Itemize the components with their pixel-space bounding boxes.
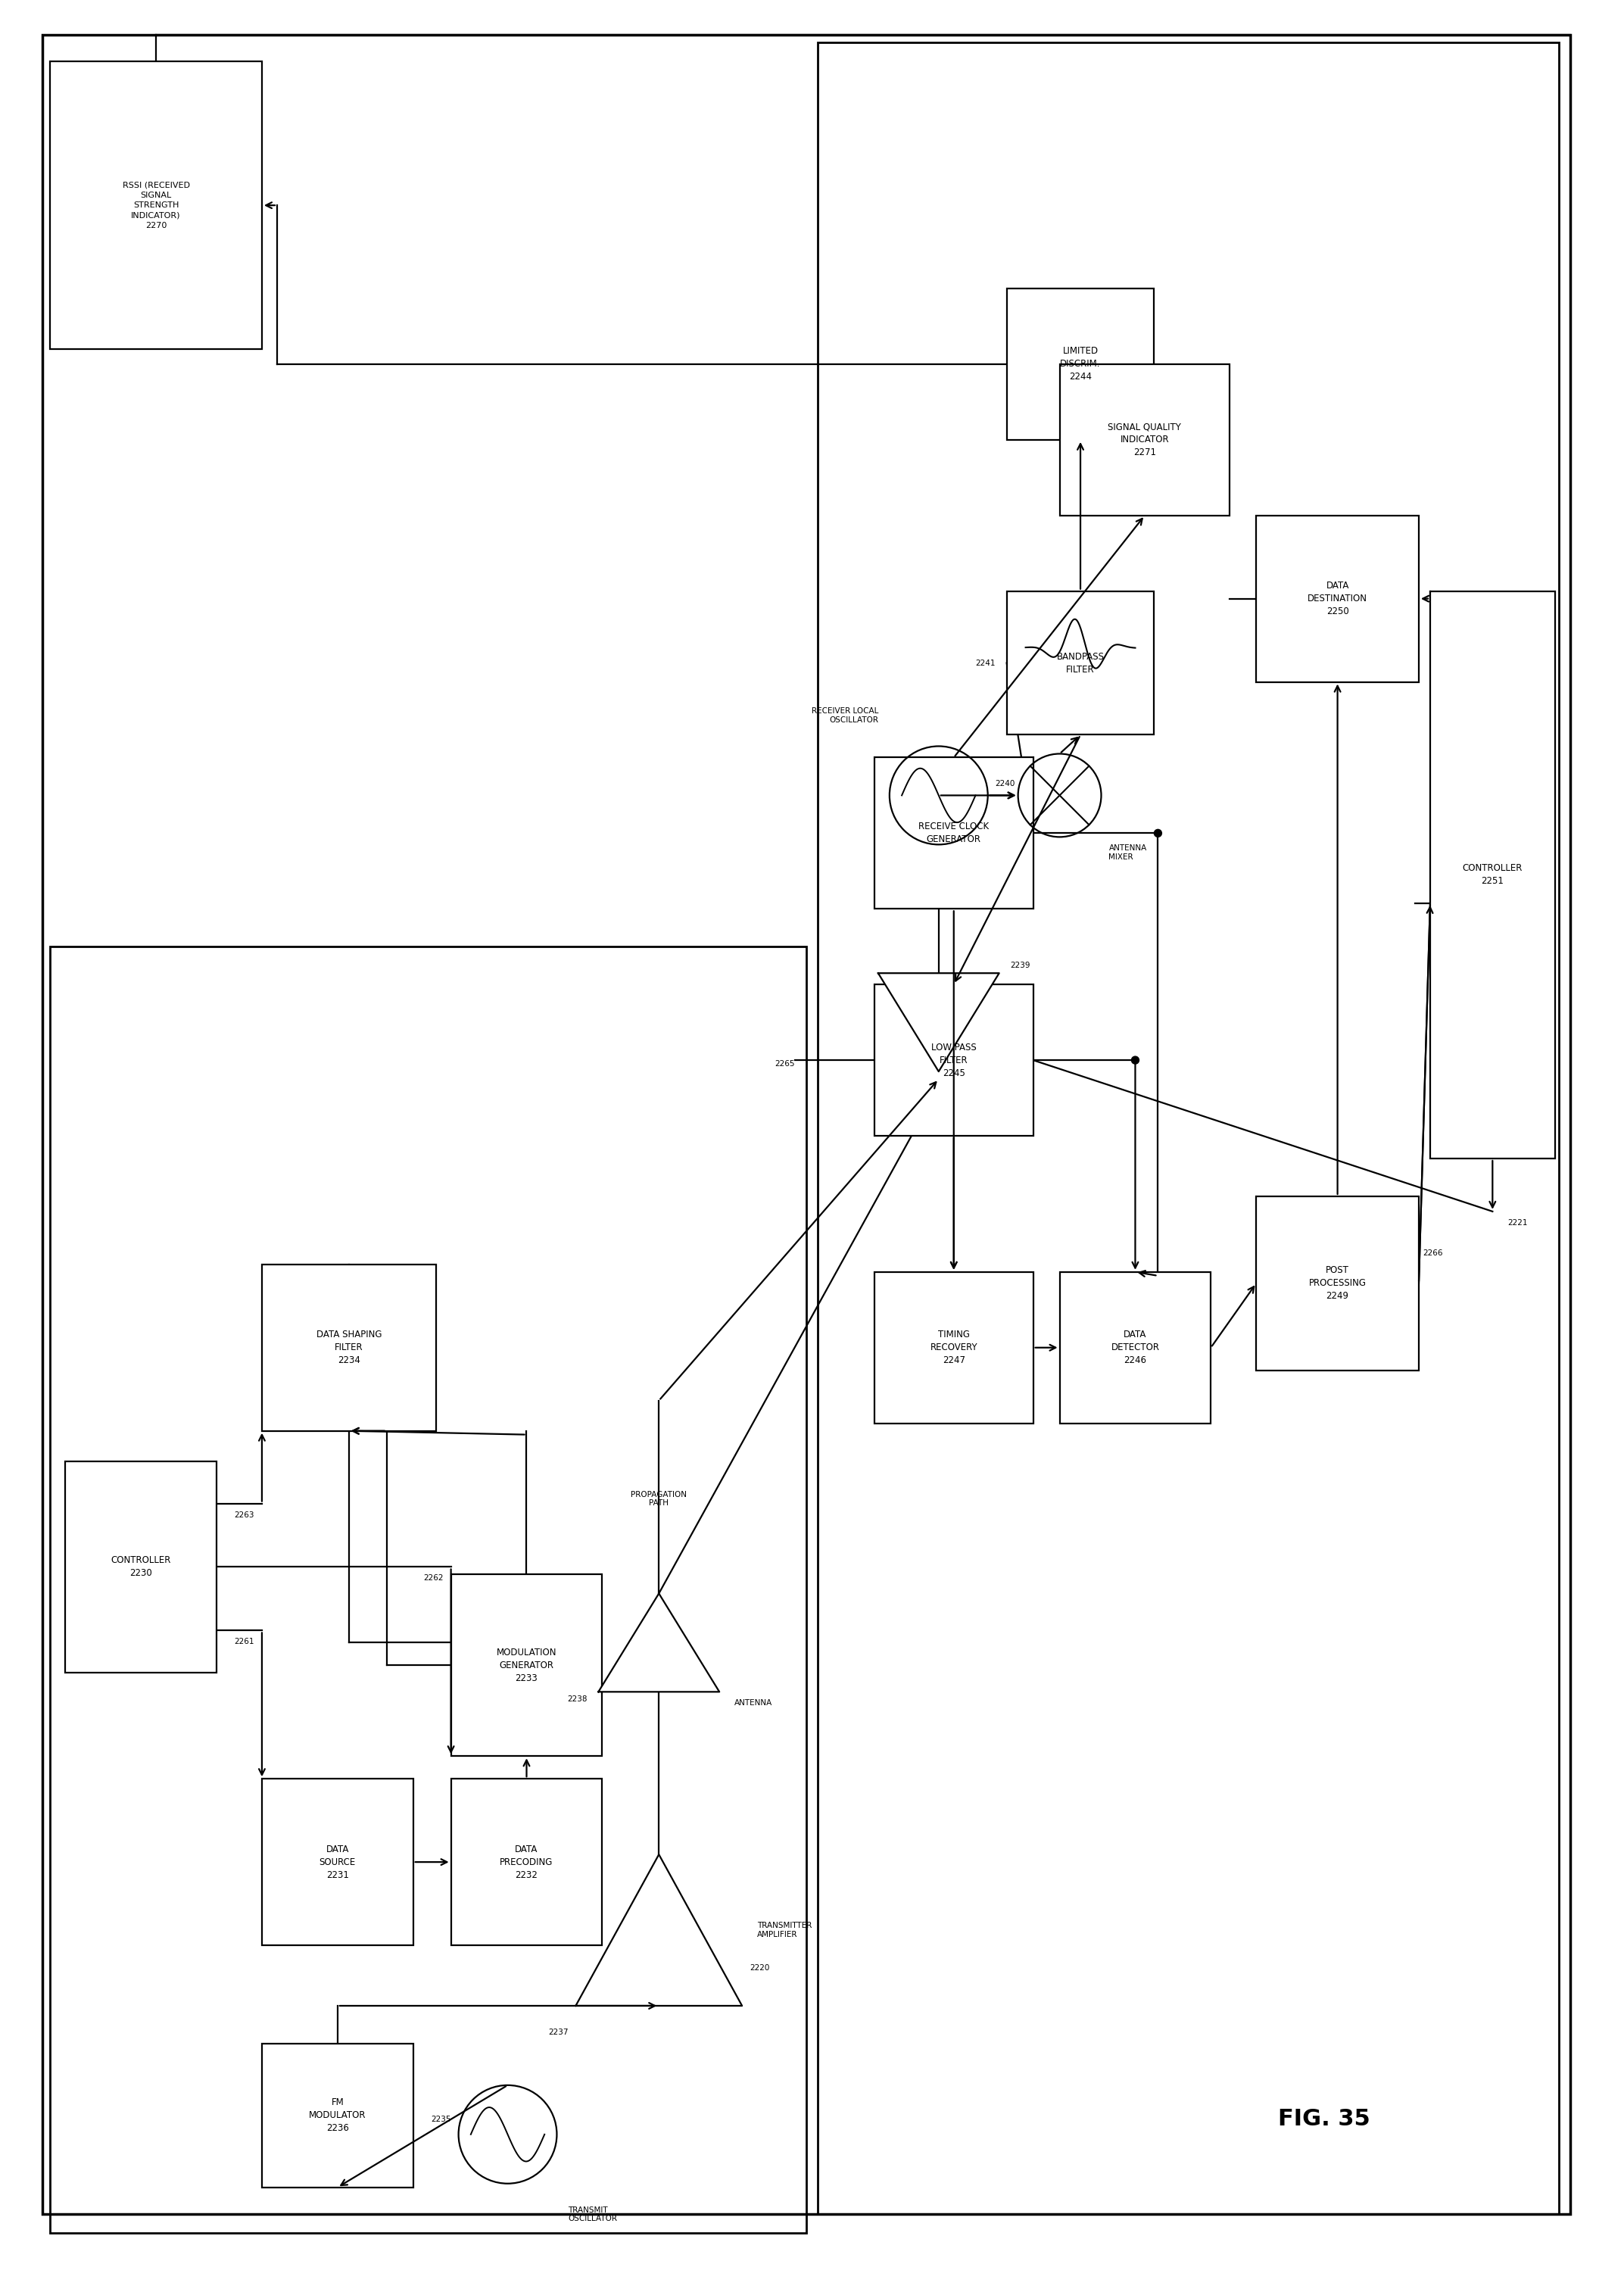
Text: LOW PASS
FILTER
2245: LOW PASS FILTER 2245 [931,1041,976,1078]
Text: 2235: 2235 [430,2115,451,2122]
Bar [1059,364,1229,515]
Bar [261,1779,412,1946]
Text: POST
PROCESSING
2249: POST PROCESSING 2249 [1309,1266,1366,1300]
Text: PROPAGATION
PATH: PROPAGATION PATH [630,1490,687,1506]
Text: 2239: 2239 [1010,961,1031,968]
Polygon shape [577,1854,742,2005]
Text: MODULATION
GENERATOR
2233: MODULATION GENERATOR 2233 [497,1648,557,1682]
Text: TRANSMIT
OSCILLATOR: TRANSMIT OSCILLATOR [568,2207,617,2223]
Text: LIMITED
DISCRIM.
2244: LIMITED DISCRIM. 2244 [1060,346,1101,382]
Text: TIMING
RECOVERY
2247: TIMING RECOVERY 2247 [931,1330,978,1367]
Text: 2237: 2237 [547,2028,568,2035]
Bar [874,984,1033,1135]
Bar [1257,1197,1419,1371]
Bar [50,948,807,2232]
Text: RSSI (RECEIVED
SIGNAL
STRENGTH
INDICATOR)
2270: RSSI (RECEIVED SIGNAL STRENGTH INDICATOR… [122,181,190,229]
Bar [451,1779,603,1946]
Text: 2261: 2261 [234,1639,255,1646]
Text: 2238: 2238 [567,1696,586,1703]
Text: 2265: 2265 [775,1060,796,1067]
Circle shape [1132,1055,1138,1064]
Bar [817,43,1559,2213]
Bar [1007,591,1155,735]
Text: CONTROLLER
2251: CONTROLLER 2251 [1463,863,1523,886]
Text: DATA
PRECODING
2232: DATA PRECODING 2232 [500,1845,554,1879]
Text: 2220: 2220 [750,1964,770,1971]
Text: 2241: 2241 [976,659,996,666]
Bar [1257,515,1419,682]
Bar [451,1575,603,1756]
Text: DATA
DETECTOR
2246: DATA DETECTOR 2246 [1111,1330,1160,1367]
Circle shape [1155,829,1161,838]
Text: RECEIVE CLOCK
GENERATOR: RECEIVE CLOCK GENERATOR [919,822,989,845]
Text: 2262: 2262 [424,1575,443,1582]
Bar [874,758,1033,909]
Bar [1059,1273,1212,1424]
Text: CONTROLLER
2230: CONTROLLER 2230 [110,1557,171,1579]
Text: SIGNAL QUALITY
INDICATOR
2271: SIGNAL QUALITY INDICATOR 2271 [1108,421,1181,458]
Text: TRANSMITTER
AMPLIFIER: TRANSMITTER AMPLIFIER [757,1923,812,1939]
Bar [50,62,261,348]
Text: DATA
SOURCE
2231: DATA SOURCE 2231 [320,1845,356,1879]
Text: ANTENNA
MIXER: ANTENNA MIXER [1109,845,1147,861]
Bar [1007,288,1155,439]
Text: FM
MODULATOR
2236: FM MODULATOR 2236 [309,2097,365,2133]
Bar [1431,591,1554,1158]
Text: BANDPASS
FILTER: BANDPASS FILTER [1057,652,1104,675]
Bar [65,1460,216,1673]
Text: FIG. 35: FIG. 35 [1278,2108,1371,2131]
Bar [261,2044,412,2188]
Text: 2263: 2263 [234,1511,255,1518]
Text: DATA
DESTINATION
2250: DATA DESTINATION 2250 [1307,581,1367,616]
Polygon shape [879,973,999,1071]
Text: RECEIVER LOCAL
OSCILLATOR: RECEIVER LOCAL OSCILLATOR [812,707,879,723]
Text: 2240: 2240 [996,781,1015,787]
Text: DATA SHAPING
FILTER
2234: DATA SHAPING FILTER 2234 [317,1330,382,1367]
Text: 2221: 2221 [1507,1220,1528,1227]
Bar [261,1264,435,1431]
Polygon shape [598,1593,719,1692]
Text: ANTENNA: ANTENNA [734,1698,773,1708]
Bar [874,1273,1033,1424]
Text: 2266: 2266 [1423,1250,1442,1257]
